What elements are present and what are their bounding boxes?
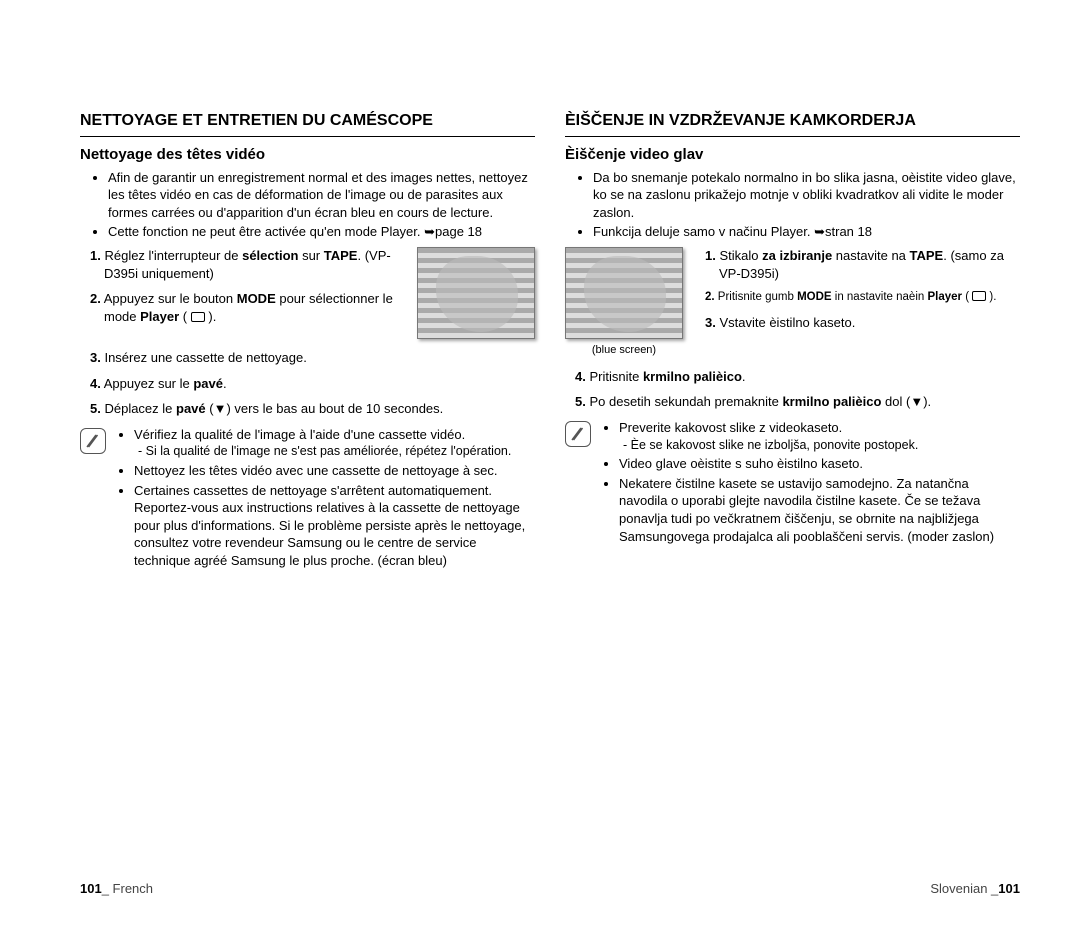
intro-bullets-sl: Da bo snemanje potekalo normalno in bo s… bbox=[565, 169, 1020, 241]
column-slovenian: ÈIŠČENJE IN VZDRŽEVANJE KAMKORDERJA Èišč… bbox=[565, 110, 1020, 572]
note-icon bbox=[80, 428, 106, 454]
note-block-fr: Vérifiez la qualité de l'image à l'aide … bbox=[80, 426, 535, 572]
illustration-caption: (blue screen) bbox=[565, 343, 683, 358]
illustration-wrapper: (blue screen) bbox=[565, 247, 683, 358]
step-3: 3. Insérez une cassette de nettoyage. bbox=[90, 349, 535, 367]
bullet: Funkcija deluje samo v načinu Player. ➥s… bbox=[593, 223, 1020, 241]
footer-left: 101_ French bbox=[80, 880, 153, 898]
step-1: 1. Réglez l'interrupteur de sélection su… bbox=[90, 247, 401, 282]
player-icon bbox=[191, 312, 205, 322]
steps-fr-3-5: 3. Insérez une cassette de nettoyage. 4.… bbox=[80, 349, 535, 418]
step-5: 5. Po desetih sekundah premaknite krmiln… bbox=[575, 393, 1020, 411]
manual-page: NETTOYAGE ET ENTRETIEN DU CAMÉSCOPE Nett… bbox=[0, 0, 1080, 612]
section-title-sl: ÈIŠČENJE IN VZDRŽEVANJE KAMKORDERJA bbox=[565, 110, 1020, 137]
step-1: 1. Stikalo za izbiranje nastavite na TAP… bbox=[705, 247, 1020, 282]
step-4: 4. Pritisnite krmilno palièico. bbox=[575, 368, 1020, 386]
subsection-title-fr: Nettoyage des têtes vidéo bbox=[80, 145, 535, 165]
bullet: Da bo snemanje potekalo normalno in bo s… bbox=[593, 169, 1020, 222]
note-block-sl: Preverite kakovost slike z videokaseto. … bbox=[565, 419, 1020, 547]
step-4: 4. Appuyez sur le pavé. bbox=[90, 375, 535, 393]
note-list-fr: Vérifiez la qualité de l'image à l'aide … bbox=[116, 426, 535, 572]
steps-sl-4-5: 4. Pritisnite krmilno palièico. 5. Po de… bbox=[565, 368, 1020, 411]
player-icon bbox=[972, 291, 986, 301]
steps-row-fr: 1. Réglez l'interrupteur de sélection su… bbox=[80, 247, 535, 339]
note-item: Nekatere čistilne kasete se ustavijo sam… bbox=[619, 475, 1020, 545]
note-icon bbox=[565, 421, 591, 447]
note-subitem: - Si la qualité de l'image ne s'est pas … bbox=[134, 443, 535, 460]
note-list-sl: Preverite kakovost slike z videokaseto. … bbox=[601, 419, 1020, 547]
bullet: Afin de garantir un enregistrement norma… bbox=[108, 169, 535, 222]
step-2: 2. Appuyez sur le bouton MODE pour sélec… bbox=[90, 290, 401, 325]
illustration-bluescreen bbox=[565, 247, 683, 339]
footer-right: Slovenian _101 bbox=[930, 880, 1020, 898]
subsection-title-sl: Èiščenje video glav bbox=[565, 145, 1020, 165]
steps-sl-1-3: 1. Stikalo za izbiranje nastavite na TAP… bbox=[699, 247, 1020, 339]
column-french: NETTOYAGE ET ENTRETIEN DU CAMÉSCOPE Nett… bbox=[80, 110, 535, 572]
steps-fr-1-2: 1. Réglez l'interrupteur de sélection su… bbox=[80, 247, 401, 333]
note-item: Preverite kakovost slike z videokaseto. … bbox=[619, 419, 1020, 453]
step-3: 3. Vstavite èistilno kaseto. bbox=[705, 314, 1020, 332]
illustration-noise bbox=[417, 247, 535, 339]
note-item: Vérifiez la qualité de l'image à l'aide … bbox=[134, 426, 535, 460]
page-footer: 101_ French Slovenian _101 bbox=[80, 880, 1020, 898]
step-2: 2. Pritisnite gumb MODE in nastavite naè… bbox=[705, 290, 1020, 306]
section-title-fr: NETTOYAGE ET ENTRETIEN DU CAMÉSCOPE bbox=[80, 110, 535, 137]
note-item: Nettoyez les têtes vidéo avec une casset… bbox=[134, 462, 535, 480]
bullet: Cette fonction ne peut être activée qu'e… bbox=[108, 223, 535, 241]
note-item: Certaines cassettes de nettoyage s'arrêt… bbox=[134, 482, 535, 570]
note-subitem: - Èe se kakovost slike ne izboljša, pono… bbox=[619, 437, 1020, 454]
steps-row-sl: (blue screen) 1. Stikalo za izbiranje na… bbox=[565, 247, 1020, 358]
intro-bullets-fr: Afin de garantir un enregistrement norma… bbox=[80, 169, 535, 241]
step-5: 5. Déplacez le pavé (▼) vers le bas au b… bbox=[90, 400, 535, 418]
note-item: Video glave oèistite s suho èistilno kas… bbox=[619, 455, 1020, 473]
